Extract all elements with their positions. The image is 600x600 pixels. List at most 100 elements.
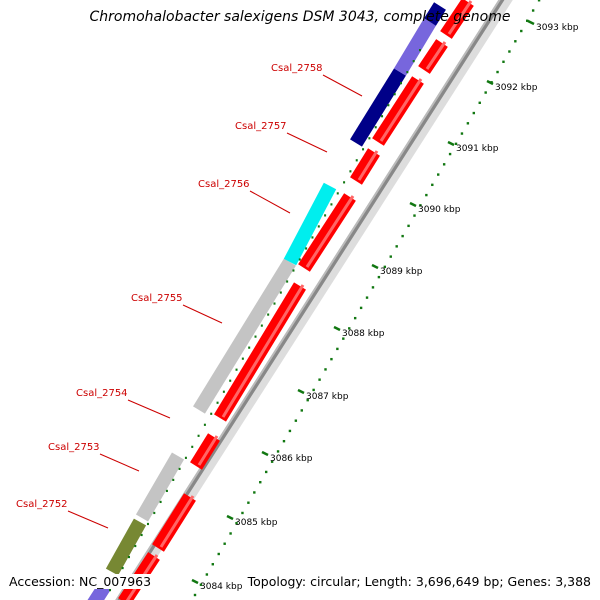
scale-dot	[282, 439, 286, 443]
scale-dot	[247, 501, 250, 504]
inner-scale-dot	[134, 544, 137, 548]
scale-dot	[300, 409, 303, 412]
inner-scale-dot	[393, 93, 396, 96]
inner-scale-dot	[324, 214, 327, 217]
scale-dot	[229, 532, 232, 535]
gene-label-pointer	[322, 74, 363, 97]
accession-text: Accession: NC_007963	[8, 574, 153, 589]
major-tick	[447, 140, 455, 147]
inner-scale-dot	[336, 192, 339, 195]
inner-scale-dot	[374, 126, 377, 129]
inner-scale-dot	[203, 423, 206, 426]
forward-cds-segment	[152, 493, 196, 552]
major-tick	[191, 578, 199, 585]
tick-label: 3091 kbp	[456, 144, 499, 154]
topology-text: Topology: circular; Length: 3,696,649 bp…	[246, 574, 592, 589]
inner-scale-dot	[412, 60, 415, 63]
scale-dot	[348, 327, 351, 330]
gene-label: Csal_2756	[198, 179, 250, 190]
scale-dot	[496, 70, 499, 74]
scale-dot	[306, 398, 309, 402]
scale-dot	[288, 429, 292, 433]
scale-dot	[241, 511, 244, 515]
forward-cds-segment	[190, 433, 220, 470]
scale-dot	[270, 460, 274, 463]
gene-segment	[350, 68, 406, 147]
inner-scale-dot	[178, 467, 181, 470]
inner-scale-dot	[305, 247, 308, 250]
scale-dot	[389, 255, 392, 258]
scale-dot	[502, 60, 505, 63]
scale-dot	[193, 593, 197, 597]
scale-dot	[253, 491, 256, 494]
scale-dot	[365, 296, 369, 299]
scale-dot	[377, 275, 381, 279]
forward-cds-highlight	[447, 0, 473, 35]
inner-scale-dot	[260, 324, 263, 327]
inner-scale-dot	[279, 291, 282, 294]
inner-scale-dot	[210, 412, 213, 415]
scale-dot	[448, 152, 452, 156]
map-title: Chromohalobacter salexigens DSM 3043, co…	[89, 9, 511, 25]
scale-dot	[413, 214, 416, 217]
major-tick	[226, 514, 234, 521]
scale-dot	[276, 450, 280, 453]
forward-cds-highlight	[379, 78, 423, 142]
forward-cds-highlight	[305, 195, 355, 268]
inner-scale-dot	[286, 280, 289, 283]
gene-label: Csal_2752	[16, 499, 68, 510]
major-tick	[261, 450, 269, 457]
inner-scale-dot	[241, 357, 244, 360]
scale-dot	[395, 245, 398, 248]
gene-label-pointer	[286, 132, 328, 153]
gene-label-pointer	[67, 510, 109, 529]
scale-dot	[217, 552, 220, 556]
gene-segment	[393, 18, 437, 76]
scale-dot	[336, 347, 339, 351]
scale-dot	[383, 265, 387, 269]
forward-cds-segment	[298, 193, 356, 272]
scale-dot	[371, 286, 375, 289]
inner-scale-dot	[216, 401, 219, 404]
tick-label: 3093 kbp	[536, 23, 579, 33]
inner-scale-dot	[121, 566, 124, 570]
scale-dot	[425, 193, 428, 197]
scale-dot	[259, 481, 262, 484]
forward-cds-segment	[350, 148, 380, 185]
gene-label: Csal_2755	[131, 293, 183, 304]
inner-scale-dot	[184, 456, 187, 459]
scale-dot	[520, 29, 523, 33]
scale-dot	[531, 9, 535, 12]
gene-label: Csal_2757	[235, 121, 287, 132]
major-tick	[297, 388, 305, 395]
major-tick	[409, 201, 417, 208]
scale-dot	[478, 101, 481, 104]
inner-scale-dot	[311, 236, 314, 239]
tick-label: 3084 kbp	[200, 582, 243, 592]
gene-segment	[193, 258, 296, 414]
inner-scale-dot	[140, 533, 143, 537]
inner-scale-dot	[317, 225, 320, 228]
major-tick	[371, 263, 379, 270]
inner-scale-dot	[387, 104, 390, 107]
scale-dot	[442, 163, 446, 166]
inner-scale-dot	[109, 589, 111, 592]
tick-label: 3089 kbp	[380, 267, 423, 277]
scale-dot	[205, 573, 209, 576]
tick-label: 3087 kbp	[306, 392, 349, 402]
inner-scale-dot	[172, 478, 175, 481]
scale-dot	[526, 19, 529, 22]
major-tick	[527, 19, 535, 26]
scale-dot	[454, 142, 458, 146]
scale-tick-labels: 3084 kbp 3085 kbp 3086 kbp 3087 kbp 3088 kbp…	[191, 19, 579, 592]
scale-dot	[324, 368, 327, 371]
inner-scale-dot	[292, 269, 295, 272]
tick-label: 3090 kbp	[418, 205, 461, 215]
gene-label-pointer	[249, 190, 291, 214]
tick-label: 3085 kbp	[235, 518, 278, 528]
scale-dot	[431, 183, 434, 187]
inner-scale-dot	[165, 489, 168, 493]
scale-dot	[401, 234, 404, 238]
scale-dot	[514, 40, 517, 43]
